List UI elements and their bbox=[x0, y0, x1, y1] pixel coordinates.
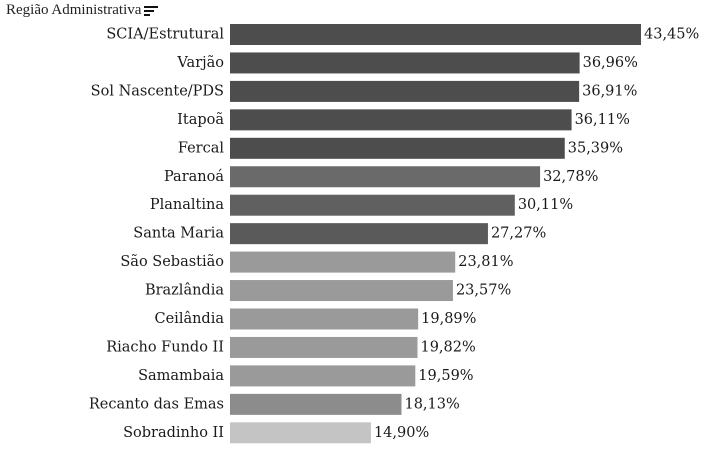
bar[interactable] bbox=[230, 109, 572, 131]
data-label: 36,96% bbox=[583, 55, 638, 71]
bar[interactable] bbox=[230, 280, 453, 302]
category-label: Planaltina bbox=[150, 197, 224, 213]
data-label: 27,27% bbox=[491, 226, 546, 242]
bar[interactable] bbox=[230, 422, 371, 444]
data-label: 23,57% bbox=[456, 283, 511, 299]
chart-header: Região Administrativa bbox=[6, 2, 159, 19]
bar[interactable] bbox=[230, 393, 402, 415]
category-label: Sobradinho II bbox=[123, 425, 224, 441]
bar[interactable] bbox=[230, 336, 418, 358]
bar[interactable] bbox=[230, 52, 580, 74]
category-label: SCIA/Estrutural bbox=[106, 27, 224, 43]
bar[interactable] bbox=[230, 166, 541, 188]
category-label: Samambaia bbox=[138, 368, 224, 384]
bar[interactable] bbox=[230, 223, 488, 245]
category-label: Paranoá bbox=[164, 169, 224, 185]
bar[interactable] bbox=[230, 24, 641, 45]
data-label: 43,45% bbox=[644, 27, 699, 43]
data-label: 18,13% bbox=[404, 396, 459, 412]
data-label: 32,78% bbox=[543, 169, 598, 185]
data-label: 14,90% bbox=[374, 425, 429, 441]
data-label: 36,11% bbox=[575, 112, 630, 128]
bar[interactable] bbox=[230, 80, 580, 102]
category-label: Santa Maria bbox=[133, 226, 224, 242]
category-label: Ceilândia bbox=[155, 311, 225, 327]
category-axis-title: Região Administrativa bbox=[6, 2, 142, 18]
data-label: 36,91% bbox=[582, 83, 637, 99]
category-label: São Sebastião bbox=[120, 254, 224, 270]
category-label: Brazlândia bbox=[145, 283, 224, 299]
bar[interactable] bbox=[230, 137, 565, 159]
category-label: Fercal bbox=[178, 140, 225, 156]
data-label: 19,89% bbox=[421, 311, 476, 327]
bar[interactable] bbox=[230, 308, 419, 330]
bar[interactable] bbox=[230, 194, 515, 216]
category-label: Recanto das Emas bbox=[89, 396, 224, 412]
data-label: 35,39% bbox=[568, 140, 623, 156]
category-label: Varjão bbox=[176, 55, 224, 71]
bar[interactable] bbox=[230, 251, 456, 273]
category-label: Itapoã bbox=[177, 112, 224, 128]
data-label: 30,11% bbox=[518, 197, 573, 213]
bar[interactable] bbox=[230, 365, 416, 387]
data-label: 19,82% bbox=[420, 339, 475, 355]
data-label: 23,81% bbox=[458, 254, 513, 270]
category-label: Sol Nascente/PDS bbox=[91, 83, 224, 99]
data-label: 19,59% bbox=[418, 368, 473, 384]
sort-descending-icon[interactable] bbox=[144, 5, 159, 17]
category-label: Riacho Fundo II bbox=[106, 339, 224, 355]
